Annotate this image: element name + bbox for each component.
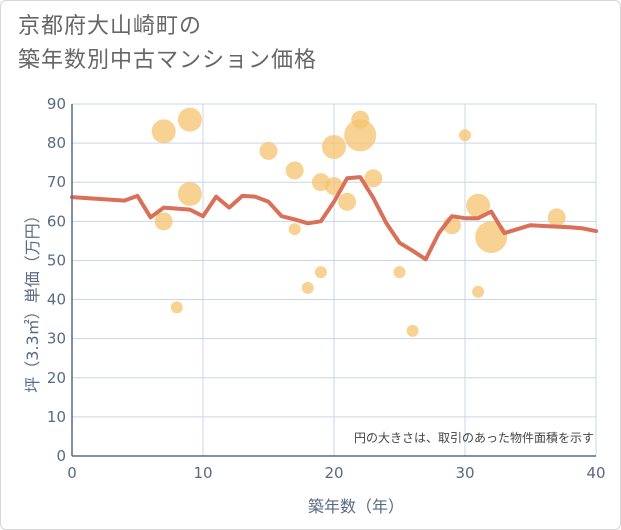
bubble-point <box>475 220 508 253</box>
y-tick-label: 60 <box>47 212 66 230</box>
bubble-point <box>177 181 202 206</box>
bubble-point <box>285 161 304 180</box>
series-line-平均 <box>70 175 598 262</box>
y-tick-label: 40 <box>47 291 66 309</box>
x-tick-label: 0 <box>67 464 77 482</box>
title-line-1: 京都府大山崎町の <box>18 14 203 39</box>
bubble-point <box>301 281 314 294</box>
size-note: 円の大きさは、取引のあった物件面積を示す <box>354 430 594 445</box>
y-axis-title: 坪（3.3㎡）単価（万円） <box>23 207 42 392</box>
bubble-point <box>314 266 327 279</box>
axes <box>71 104 596 457</box>
bubble-point <box>170 301 183 314</box>
bubble-point <box>259 141 278 160</box>
y-tick-label: 20 <box>47 369 66 387</box>
tick-labels: 0 10 20 30 40 50 60 70 80 90 0 10 20 30 40 <box>47 95 606 482</box>
bubble-point <box>344 119 377 152</box>
y-tick-label: 30 <box>47 330 66 348</box>
bubble-point <box>154 212 173 231</box>
x-axis-title: 築年数（年） <box>308 497 404 516</box>
bubble-point <box>406 324 419 337</box>
bubble-point <box>459 129 471 142</box>
title-line-2: 築年数別中古マンション価格 <box>18 48 318 73</box>
trend-lines <box>70 175 598 262</box>
chart-title: 京都府大山崎町の 築年数別中古マンション価格 <box>18 10 317 78</box>
bubble-point <box>351 110 370 129</box>
y-tick-label: 50 <box>47 251 66 269</box>
bubble-point <box>322 135 346 160</box>
x-tick-label: 20 <box>324 464 343 482</box>
x-tick-label: 10 <box>193 464 212 482</box>
bubble-point <box>472 285 485 298</box>
bubble-point <box>393 266 406 279</box>
bubble-point <box>338 192 357 211</box>
bubble-point <box>466 193 491 218</box>
bubble-point <box>547 208 566 227</box>
y-tick-label: 0 <box>56 447 66 465</box>
y-tick-label: 10 <box>47 408 66 426</box>
y-tick-label: 80 <box>47 134 66 152</box>
bubble-point <box>288 223 301 236</box>
x-tick-label: 30 <box>455 464 474 482</box>
bubbles <box>151 107 566 337</box>
bubble-point <box>177 107 202 132</box>
y-tick-label: 70 <box>47 173 66 191</box>
y-tick-label: 90 <box>47 95 66 113</box>
bubble-point <box>151 119 176 144</box>
x-tick-label: 40 <box>586 464 605 482</box>
bubble-point <box>364 169 383 188</box>
